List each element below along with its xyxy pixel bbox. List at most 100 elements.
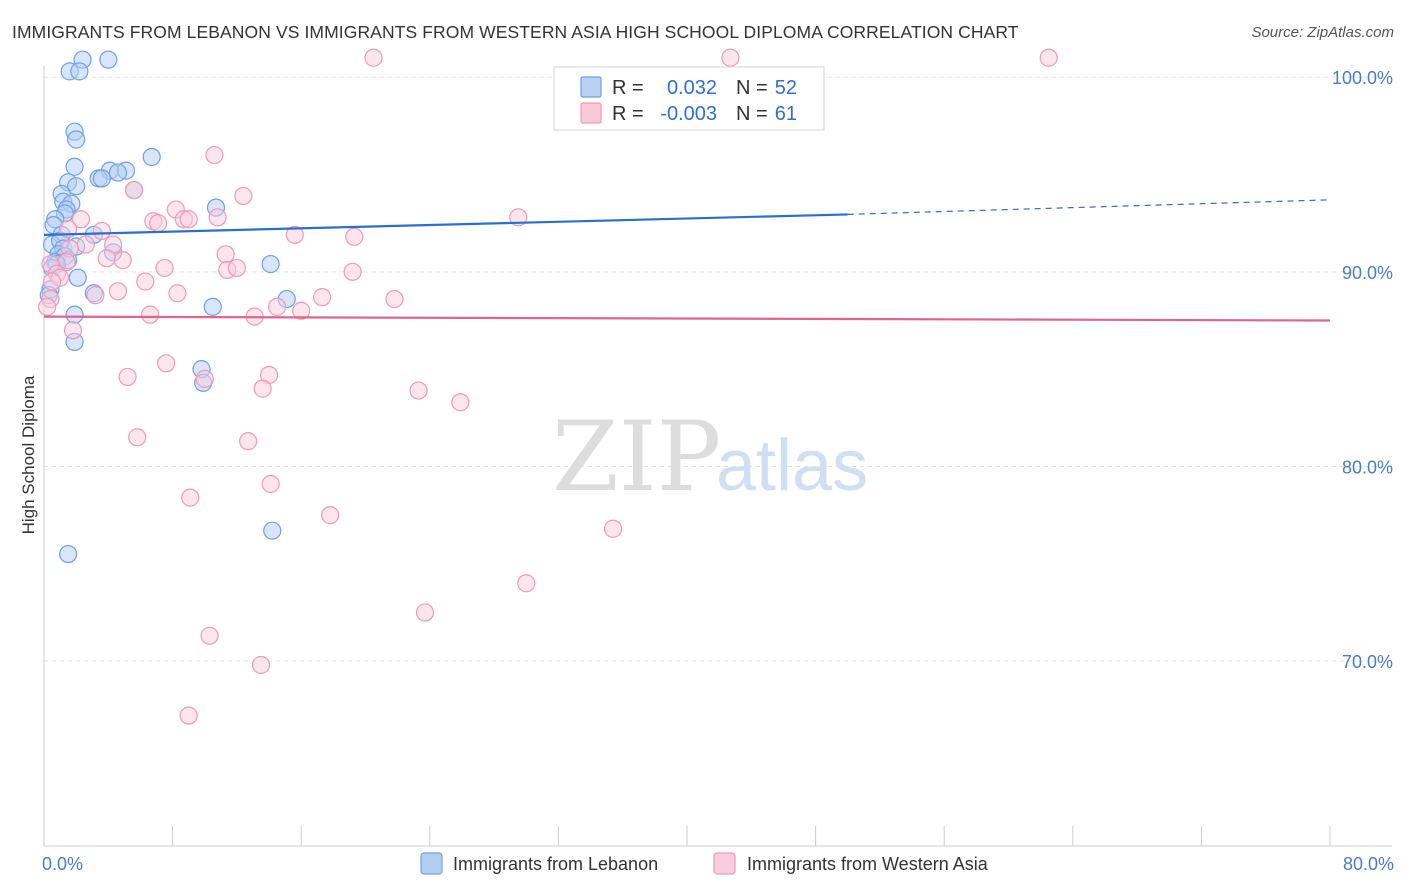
point-western-asia [385, 289, 404, 309]
point-western-asia [261, 474, 280, 494]
point-western-asia [603, 519, 623, 538]
axes [43, 66, 1392, 847]
point-lebanon [68, 268, 87, 287]
point-lebanon [203, 297, 222, 316]
point-western-asia [285, 225, 304, 244]
stats-box: R = 0.032 N = 52 R = -0.003 N = 61 [553, 66, 825, 131]
stats-swatch-western-asia [580, 102, 602, 124]
point-western-asia [312, 288, 332, 307]
point-western-asia [208, 208, 227, 227]
point-western-asia [195, 369, 214, 388]
point-lebanon [65, 157, 84, 176]
point-western-asia [517, 574, 536, 593]
point-lebanon [70, 62, 89, 81]
point-lebanon [67, 130, 86, 149]
y-tick-label: 70.0% [1342, 652, 1393, 672]
stats-n-value-western-asia: 61 [775, 103, 797, 125]
point-western-asia [234, 186, 253, 206]
point-western-asia [292, 301, 311, 320]
point-western-asia [118, 367, 137, 387]
point-western-asia [253, 379, 272, 398]
point-western-asia [136, 272, 155, 291]
point-western-asia [92, 221, 111, 241]
point-lebanon [99, 50, 118, 69]
point-lebanon [108, 163, 128, 182]
tick-labels: 100.0% 90.0% 80.0% 70.0% 0.0% 80.0% [42, 68, 1394, 874]
y-axis-title: High School Diploma [19, 375, 38, 534]
watermark: ZIP atlas [552, 401, 868, 513]
x-tick-label: 80.0% [1343, 854, 1394, 874]
point-western-asia [451, 393, 470, 412]
point-lebanon [263, 521, 282, 540]
point-western-asia [239, 432, 258, 451]
trendline-lebanon [43, 213, 848, 236]
y-tick-label: 100.0% [1332, 68, 1393, 88]
point-western-asia [179, 706, 198, 725]
point-western-asia [321, 506, 340, 525]
source-credit: Source: ZipAtlas.com [1251, 24, 1394, 41]
point-western-asia [97, 249, 116, 268]
legend-label-western-asia: Immigrants from Western Asia [747, 854, 989, 874]
chart-title: IMMIGRANTS FROM LEBANON VS IMMIGRANTS FR… [12, 22, 1019, 42]
legend-label-lebanon: Immigrants from Lebanon [453, 854, 658, 874]
data-points [38, 48, 1058, 725]
point-western-asia [181, 488, 200, 507]
point-western-asia [76, 235, 95, 254]
point-western-asia [1039, 48, 1058, 67]
legend-swatch-lebanon [420, 852, 443, 875]
point-lebanon [261, 254, 280, 274]
point-western-asia [108, 282, 128, 301]
stats-n-label-lebanon: N = [736, 77, 768, 99]
stats-r-label-western-asia: R = [612, 103, 644, 125]
x-tick-label: 0.0% [42, 854, 83, 874]
point-western-asia [200, 626, 219, 645]
point-lebanon [142, 147, 161, 167]
point-western-asia [71, 210, 91, 229]
y-tick-label: 80.0% [1342, 457, 1393, 477]
point-western-asia [216, 245, 235, 264]
stats-r-value-lebanon: 0.032 [667, 77, 717, 99]
stats-n-value-lebanon: 52 [775, 77, 797, 99]
point-western-asia [86, 286, 105, 305]
point-western-asia [205, 145, 224, 165]
point-western-asia [227, 258, 246, 278]
legend: Immigrants from Lebanon Immigrants from … [420, 852, 989, 875]
point-lebanon [59, 544, 78, 564]
y-tick-label: 90.0% [1342, 263, 1393, 283]
point-lebanon [67, 177, 86, 196]
point-western-asia [251, 655, 271, 675]
point-lebanon [65, 305, 84, 324]
legend-swatch-western-asia [713, 852, 736, 875]
point-western-asia [63, 321, 83, 340]
point-western-asia [124, 180, 144, 200]
point-western-asia [113, 251, 132, 270]
point-western-asia [157, 354, 176, 373]
point-western-asia [345, 227, 364, 246]
point-western-asia [179, 210, 198, 229]
stats-swatch-lebanon [580, 76, 602, 98]
trend-lines [43, 199, 1331, 322]
point-western-asia [415, 603, 435, 622]
point-lebanon [92, 169, 111, 188]
point-western-asia [38, 297, 57, 316]
point-western-asia [267, 297, 287, 316]
point-western-asia [721, 48, 740, 67]
point-western-asia [168, 284, 187, 303]
point-western-asia [409, 381, 428, 400]
trendline-lebanon-extension [847, 199, 1331, 216]
grid-lines [44, 76, 1392, 662]
watermark-zip: ZIP [552, 401, 721, 513]
point-western-asia [42, 272, 62, 291]
point-western-asia [364, 48, 383, 67]
point-western-asia [155, 258, 174, 278]
point-western-asia [509, 208, 528, 227]
stats-r-label-lebanon: R = [612, 77, 644, 99]
watermark-atlas: atlas [716, 426, 868, 506]
stats-n-label-western-asia: N = [736, 103, 768, 125]
point-western-asia [343, 262, 362, 281]
stats-r-value-western-asia: -0.003 [660, 103, 717, 125]
point-western-asia [140, 305, 160, 324]
point-western-asia [128, 428, 147, 447]
point-western-asia [149, 214, 168, 233]
